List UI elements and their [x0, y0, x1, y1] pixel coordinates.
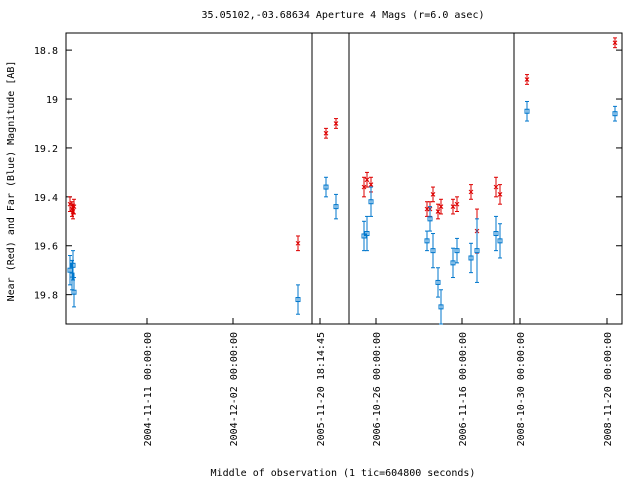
- y-tick-label: 18.8: [34, 46, 58, 57]
- x-tick-label: 2008-11-20 00:00:00: [603, 332, 614, 446]
- y-tick-label: 19: [46, 95, 58, 106]
- data-point: [438, 204, 444, 209]
- data-point: [323, 184, 329, 190]
- data-point: [524, 108, 530, 114]
- blue-series: [67, 100, 618, 325]
- x-tick-label: 2005-11-20 18:14:45: [316, 332, 327, 446]
- x-tick-label: 2004-11-11 00:00:00: [143, 332, 154, 446]
- data-point: [438, 304, 444, 310]
- y-axis-label: Near (Red) and Far (Blue) Magnitude [AB]: [6, 61, 17, 302]
- data-point: [71, 204, 77, 209]
- x-axis-ticks: 2004-11-11 00:00:00 2004-12-02 00:00:00 20…: [143, 318, 614, 446]
- data-point: [454, 248, 460, 254]
- data-point: [424, 238, 430, 244]
- data-point: [612, 40, 618, 46]
- data-point: [364, 177, 370, 183]
- data-series: [67, 37, 618, 325]
- data-point: [323, 130, 329, 136]
- data-point: [295, 240, 301, 246]
- data-point: [368, 199, 374, 205]
- data-point: [361, 184, 367, 190]
- data-point: [295, 297, 301, 303]
- data-point: [333, 204, 339, 210]
- data-point: [435, 209, 441, 214]
- y-tick-label: 19.8: [34, 291, 58, 302]
- segment-breaks: [311, 33, 515, 324]
- x-axis-label: Middle of observation (1 tic=604800 seco…: [211, 468, 476, 479]
- y-tick-label: 19.6: [34, 242, 58, 253]
- y-axis-ticks: 18.8 19 19.2 19.4 19.6 19.8: [34, 46, 622, 302]
- x-tick-label: 2004-12-02 00:00:00: [229, 332, 240, 446]
- data-point: [71, 289, 77, 295]
- plot-frame: [65, 32, 623, 325]
- x-tick-label: 2006-11-16 00:00:00: [458, 332, 469, 446]
- data-point: [612, 111, 618, 117]
- red-series: [67, 37, 618, 254]
- data-point: [497, 238, 503, 244]
- data-point: [67, 201, 73, 207]
- data-point: [493, 231, 499, 237]
- chart-title: 35.05102,-03.68634 Aperture 4 Mags (r=6.…: [202, 10, 485, 21]
- y-tick-label: 19.4: [34, 193, 58, 204]
- data-point: [430, 248, 436, 254]
- data-point: [427, 216, 433, 222]
- data-point: [474, 248, 480, 254]
- data-point: [333, 121, 339, 126]
- y-tick-label: 19.2: [34, 144, 58, 155]
- data-point: [70, 262, 76, 268]
- data-point: [435, 279, 441, 285]
- data-point: [524, 77, 530, 82]
- data-point: [430, 192, 436, 197]
- data-point: [468, 189, 474, 195]
- data-point: [368, 182, 374, 187]
- data-point: [454, 201, 460, 207]
- x-tick-label: 2008-10-30 00:00:00: [516, 332, 527, 446]
- data-point: [497, 192, 503, 197]
- data-point: [468, 255, 474, 261]
- data-point: [450, 204, 456, 209]
- x-tick-label: 2006-10-26 00:00:00: [372, 332, 383, 446]
- data-point: [493, 184, 499, 190]
- data-point: [364, 231, 370, 237]
